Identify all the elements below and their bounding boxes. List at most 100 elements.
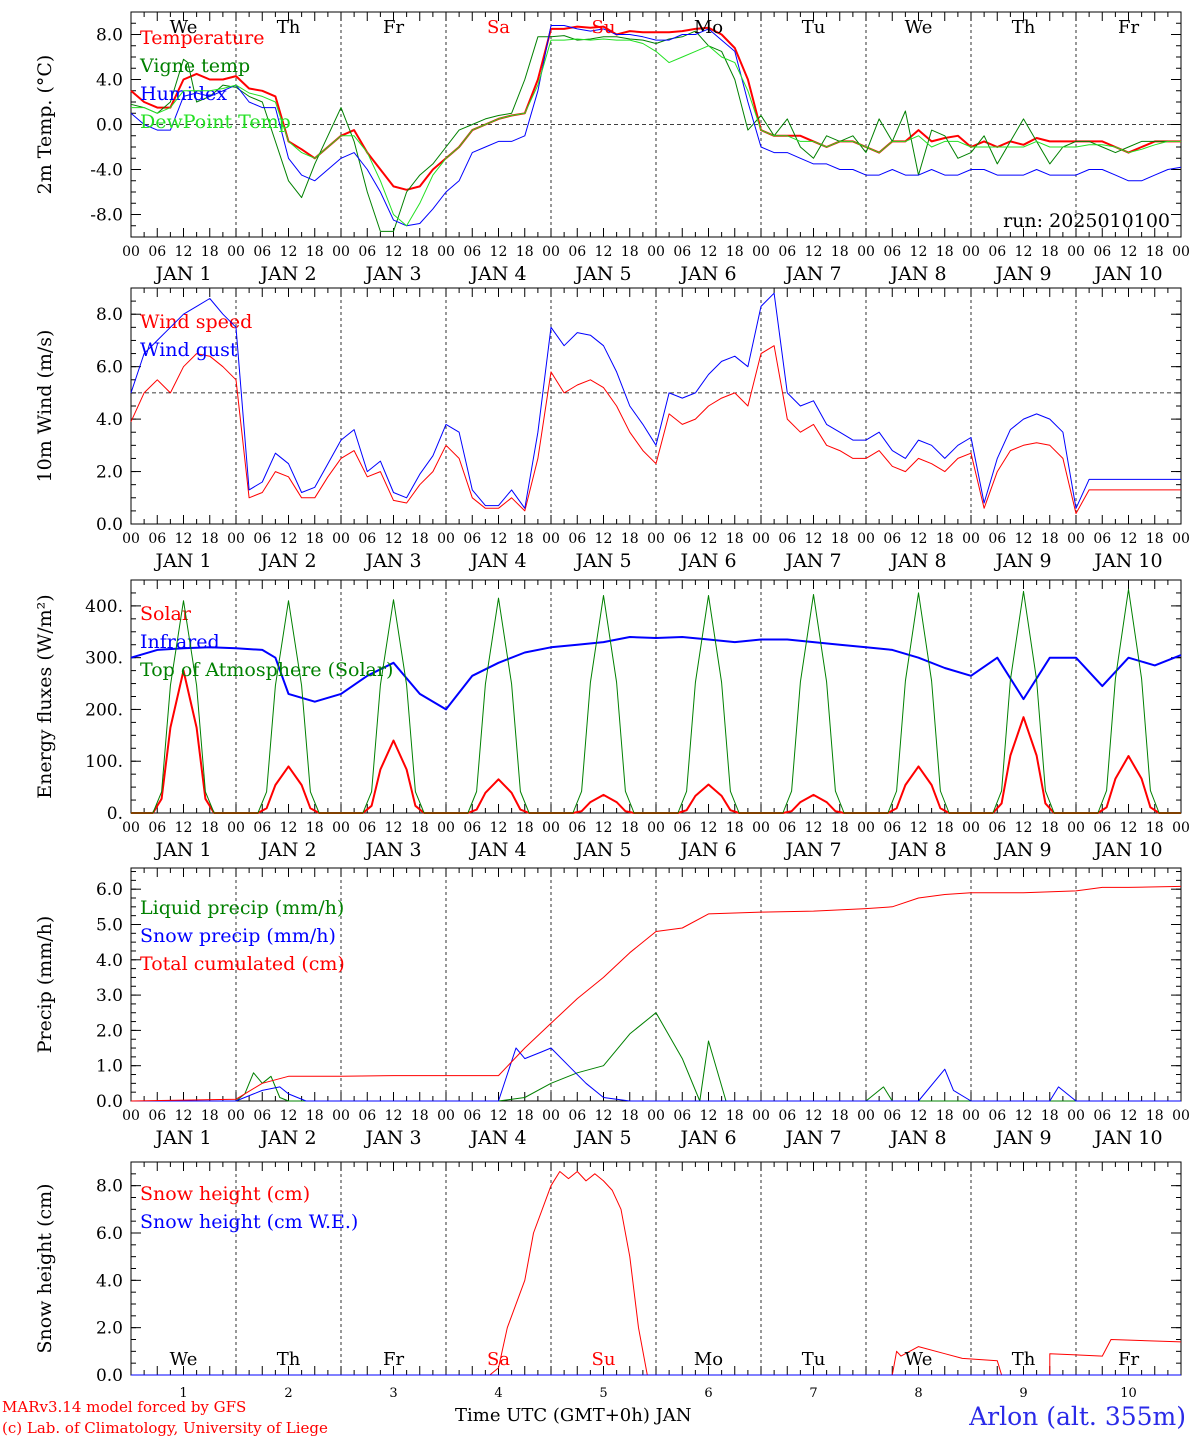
x-hour-label: 12 xyxy=(1015,820,1033,836)
legend-entry: Solar xyxy=(140,603,192,625)
x-hour-label: 06 xyxy=(778,531,796,547)
weekday-label: Fr xyxy=(1118,1349,1139,1370)
x-hour-label: 18 xyxy=(831,531,849,547)
x-hour-label: 18 xyxy=(411,244,429,260)
x-hour-label: 06 xyxy=(253,1108,271,1124)
x-hour-label: 12 xyxy=(1120,244,1138,260)
x-hour-label: 06 xyxy=(358,531,376,547)
x-hour-label: 06 xyxy=(148,244,166,260)
x-hour-label: 00 xyxy=(1172,531,1190,547)
y-tick-label: 0.0 xyxy=(96,1092,123,1112)
x-hour-label: 18 xyxy=(1041,1108,1059,1124)
x-hour-label: 12 xyxy=(910,1108,928,1124)
x-day-label: JAN 10 xyxy=(1092,550,1162,572)
weekday-label: Fr xyxy=(383,1349,404,1370)
y-tick-label: 1.0 xyxy=(96,1057,123,1077)
x-hour-label: 00 xyxy=(1067,531,1085,547)
x-hour-label: 06 xyxy=(883,244,901,260)
x-hour-label: 06 xyxy=(463,820,481,836)
x-day-label: JAN 3 xyxy=(363,263,421,285)
weekday-label: Mo xyxy=(694,1349,723,1370)
y-axis-label: Energy fluxes (W/m²) xyxy=(34,594,56,798)
x-day-label: JAN 1 xyxy=(153,1127,211,1149)
x-hour-label: 12 xyxy=(700,531,718,547)
x-hour-label: 06 xyxy=(463,244,481,260)
x-hour-label: 18 xyxy=(201,244,219,260)
x-hour-label: 00 xyxy=(752,531,770,547)
weekday-label: We xyxy=(905,1349,933,1370)
legend-entry: Snow precip (mm/h) xyxy=(140,925,336,947)
y-tick-label: 8.0 xyxy=(96,1177,123,1197)
x-hour-label: 00 xyxy=(122,1108,140,1124)
legend-entry: DewPoint Temp xyxy=(140,111,291,133)
y-tick-label: 2.0 xyxy=(96,1021,123,1041)
x-day-number: 1 xyxy=(179,1386,187,1401)
x-hour-label: 00 xyxy=(857,531,875,547)
x-hour-label: 00 xyxy=(647,1108,665,1124)
panel-snow: 0.0 2.0 4.0 6.0 8.0 Snow height (cm) Snow heig… xyxy=(34,1161,1182,1401)
x-day-label: JAN 2 xyxy=(258,550,316,572)
x-hour-label: 06 xyxy=(463,531,481,547)
x-hour-label: 00 xyxy=(122,244,140,260)
x-hour-label: 06 xyxy=(673,531,691,547)
x-hour-label: 18 xyxy=(306,1108,324,1124)
x-hour-label: 00 xyxy=(227,1108,245,1124)
legend-entry: Temperature xyxy=(140,27,264,49)
x-day-number: 10 xyxy=(1120,1386,1137,1401)
x-day-label: JAN 3 xyxy=(363,550,421,572)
x-hour-label: 00 xyxy=(647,531,665,547)
weekday-label: Th xyxy=(277,1349,301,1370)
x-day-label: JAN 6 xyxy=(678,839,736,861)
series-line-total-cumulated-cm- xyxy=(130,885,1182,1102)
legend-entry: Snow height (cm) xyxy=(140,1183,310,1205)
legend-entry: Vigne temp xyxy=(139,55,250,77)
x-day-label: JAN 6 xyxy=(678,263,736,285)
x-hour-label: 18 xyxy=(1041,531,1059,547)
y-tick-label: 0.0 xyxy=(96,116,123,136)
x-day-label: JAN 3 xyxy=(363,839,421,861)
x-day-label: JAN 8 xyxy=(888,263,946,285)
x-hour-label: 12 xyxy=(175,1108,193,1124)
x-hour-label: 12 xyxy=(385,531,403,547)
x-hour-label: 06 xyxy=(673,244,691,260)
x-hour-label: 18 xyxy=(621,244,639,260)
x-hour-label: 06 xyxy=(148,1108,166,1124)
x-day-label: JAN 4 xyxy=(468,839,526,861)
x-hour-label: 06 xyxy=(778,1108,796,1124)
weekday-label: We xyxy=(170,1349,198,1370)
y-tick-label: 6.0 xyxy=(96,358,123,378)
x-hour-label: 12 xyxy=(280,1108,298,1124)
x-hour-label: 18 xyxy=(201,531,219,547)
x-hour-label: 18 xyxy=(1041,244,1059,260)
x-hour-label: 00 xyxy=(437,531,455,547)
y-tick-label: 200. xyxy=(85,700,123,720)
x-hour-label: 00 xyxy=(962,820,980,836)
y-tick-label: 2.0 xyxy=(96,1319,123,1339)
x-hour-label: 18 xyxy=(621,820,639,836)
x-hour-label: 00 xyxy=(1172,1108,1190,1124)
x-hour-label: 12 xyxy=(700,244,718,260)
x-hour-label: 00 xyxy=(542,244,560,260)
x-hour-label: 18 xyxy=(516,820,534,836)
x-hour-label: 00 xyxy=(1067,1108,1085,1124)
weekday-label: Su xyxy=(592,1349,616,1370)
x-hour-label: 06 xyxy=(673,1108,691,1124)
x-hour-label: 00 xyxy=(857,244,875,260)
x-hour-label: 06 xyxy=(883,531,901,547)
legend-entry: Top of Atmosphere (Solar) xyxy=(140,659,393,681)
x-day-label: JAN 2 xyxy=(258,839,316,861)
x-hour-label: 12 xyxy=(910,531,928,547)
weekday-label: Fr xyxy=(383,17,404,38)
y-tick-label: 3.0 xyxy=(96,986,123,1006)
x-hour-label: 12 xyxy=(805,1108,823,1124)
series-line-top-of-atmosphere-solar- xyxy=(131,588,1181,814)
x-hour-label: 00 xyxy=(542,1108,560,1124)
model-credit: MARv3.14 model forced by GFS xyxy=(2,1398,247,1416)
x-hour-label: 12 xyxy=(595,820,613,836)
x-hour-label: 18 xyxy=(831,244,849,260)
y-tick-label: 8.0 xyxy=(96,305,123,325)
x-day-label: JAN 1 xyxy=(153,550,211,572)
series-line-dewpoint-temp xyxy=(131,38,1181,227)
x-hour-label: 12 xyxy=(490,1108,508,1124)
